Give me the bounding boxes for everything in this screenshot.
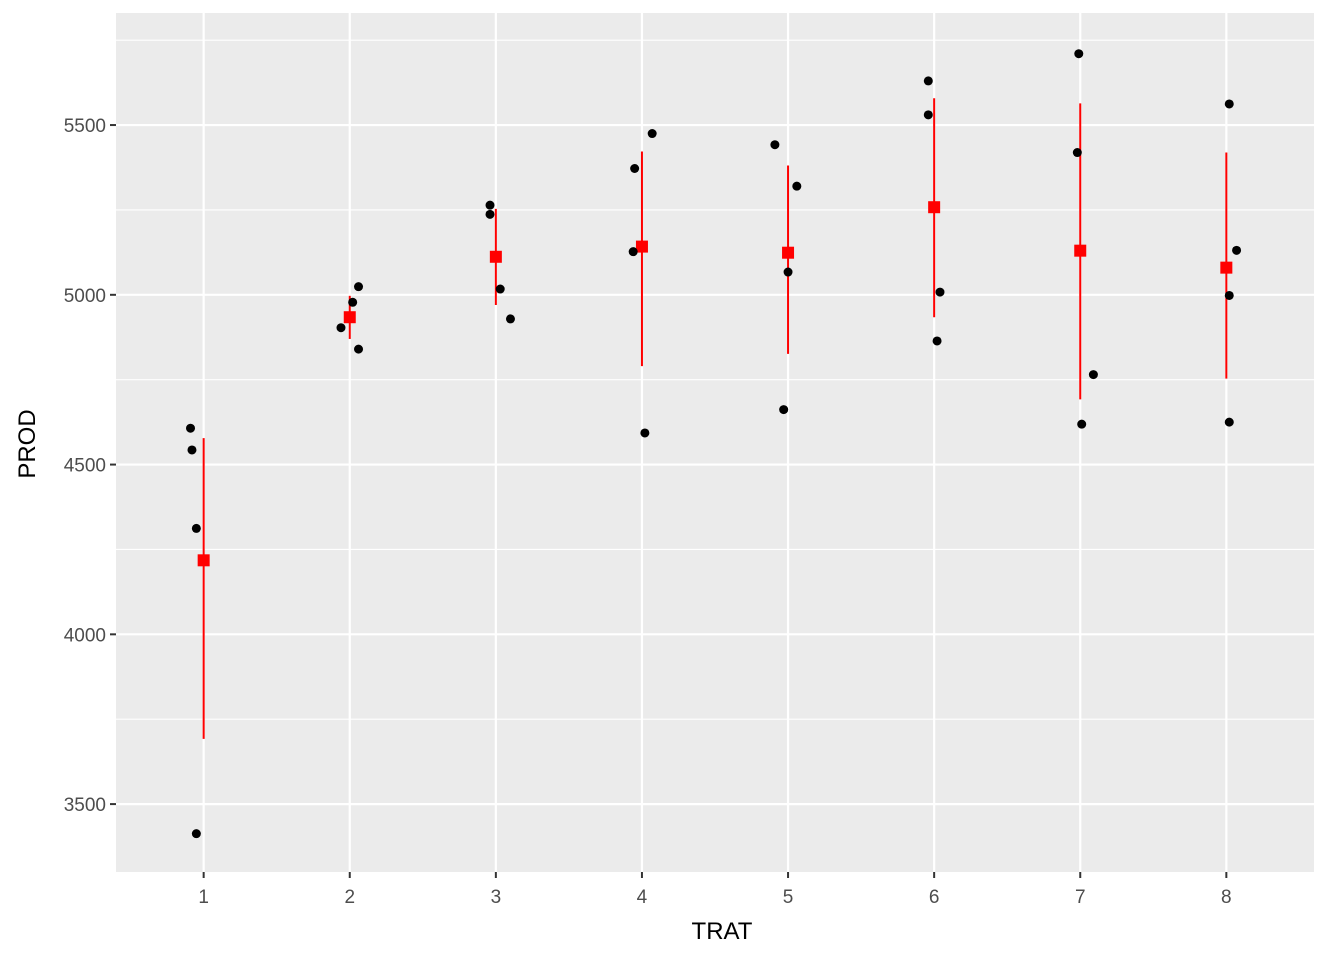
data-point: [935, 287, 945, 297]
data-point: [923, 110, 933, 120]
observation-points: [186, 49, 1242, 839]
mean-marker: [1220, 261, 1233, 274]
y-tick-label: 3500: [64, 795, 106, 816]
data-point: [1224, 99, 1234, 109]
y-axis-tick-labels: 3500 4000 4500 5000 5500: [64, 116, 106, 816]
x-axis-title: TRAT: [692, 918, 753, 945]
major-gridlines: [116, 13, 1314, 872]
x-tick-label: 5: [783, 887, 794, 908]
y-axis-title: PROD: [14, 409, 41, 478]
x-axis-tick-labels: 1 2 3 4 5 6 7 8: [198, 887, 1231, 908]
x-tick-label: 2: [344, 887, 355, 908]
x-tick-label: 6: [929, 887, 940, 908]
minor-gridlines: [116, 39, 1314, 720]
data-point: [1224, 417, 1234, 427]
axis-ticks: [110, 124, 1228, 878]
y-tick-label: 5500: [64, 116, 106, 137]
data-point: [630, 164, 640, 174]
y-tick-label: 4500: [64, 456, 106, 477]
data-point: [348, 297, 358, 307]
data-point: [932, 336, 942, 346]
x-tick-label: 8: [1221, 887, 1232, 908]
data-point: [779, 405, 789, 415]
x-tick-label: 7: [1075, 887, 1086, 908]
mean-marker: [197, 554, 210, 567]
data-point: [792, 181, 802, 191]
mean-marker: [635, 240, 648, 253]
data-point: [354, 282, 364, 292]
data-point: [485, 200, 495, 210]
data-point: [191, 523, 201, 533]
y-tick-label: 5000: [64, 286, 106, 307]
x-tick-label: 1: [198, 887, 209, 908]
mean-marker: [489, 250, 502, 263]
data-point: [647, 129, 657, 139]
data-point: [187, 445, 197, 455]
mean-marker: [343, 311, 356, 324]
data-point: [354, 344, 364, 354]
data-point: [923, 76, 933, 86]
data-point: [1232, 245, 1242, 255]
data-point: [1224, 290, 1234, 300]
mean-marker: [928, 201, 941, 214]
data-point: [1072, 148, 1082, 158]
data-point: [770, 140, 780, 150]
mean-points: [197, 201, 1233, 567]
mean-marker: [1074, 244, 1087, 257]
data-point: [505, 314, 515, 324]
data-point: [336, 323, 346, 333]
data-point: [495, 284, 505, 294]
data-point: [191, 829, 201, 839]
data-point: [640, 428, 650, 438]
data-point: [1077, 419, 1087, 429]
y-tick-label: 4000: [64, 625, 106, 646]
plot-panel: [116, 13, 1314, 872]
x-tick-label: 4: [637, 887, 648, 908]
data-point: [783, 267, 793, 277]
data-point: [186, 423, 196, 433]
data-point: [1074, 49, 1084, 59]
x-tick-label: 3: [491, 887, 502, 908]
data-point: [1088, 370, 1098, 380]
mean-marker: [782, 246, 795, 259]
data-point: [485, 209, 495, 219]
data-point: [628, 247, 638, 257]
